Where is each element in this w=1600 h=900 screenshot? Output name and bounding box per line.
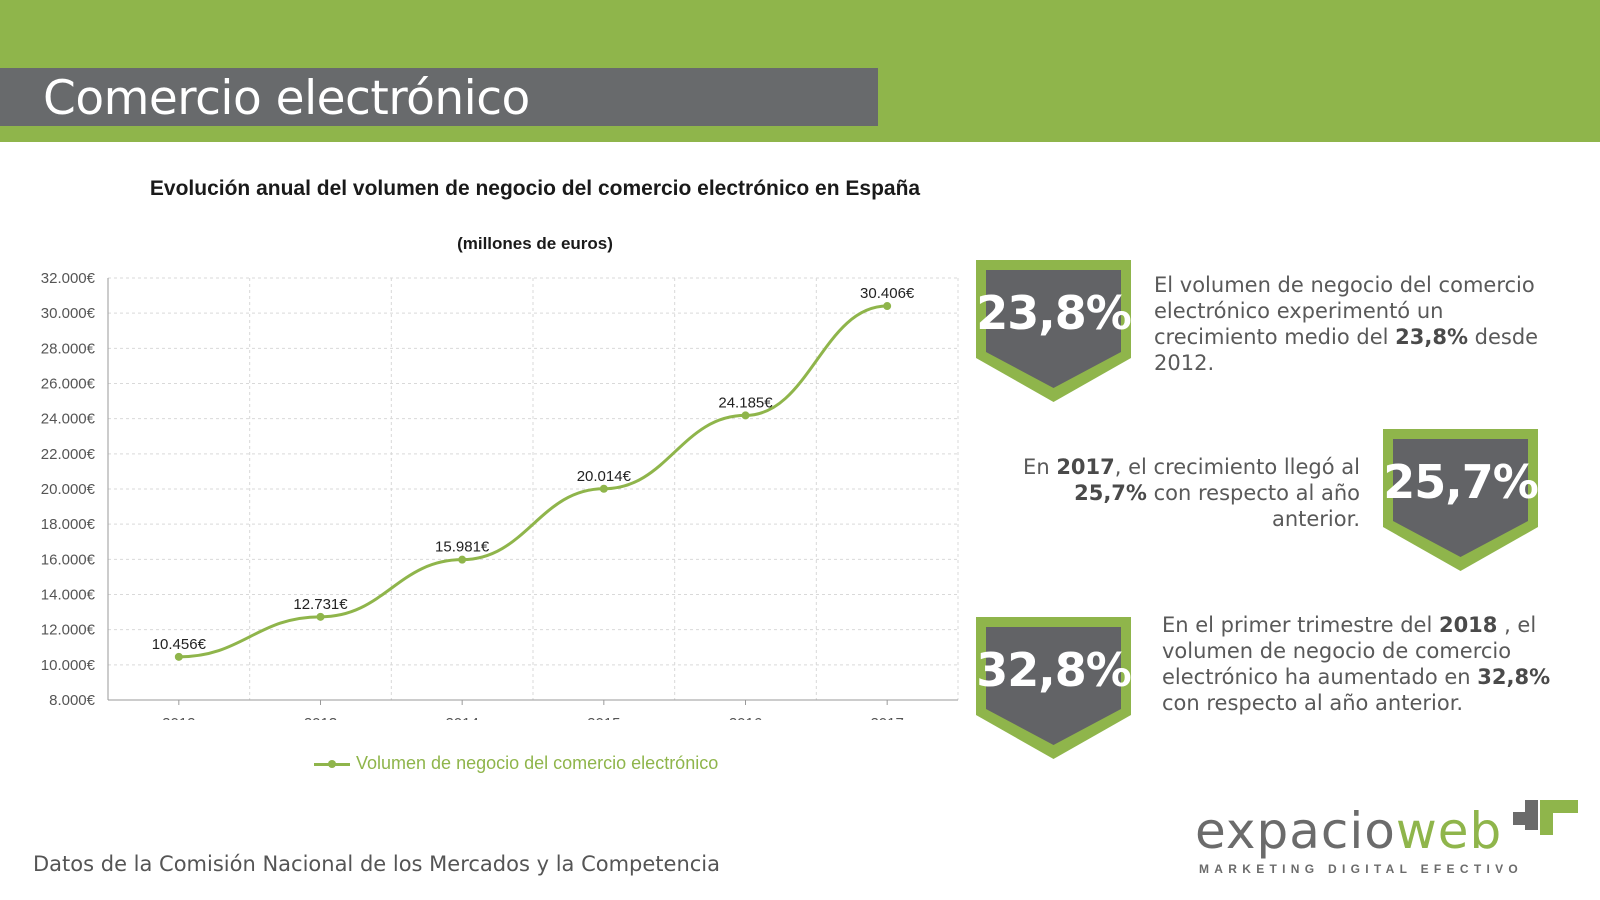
y-tick-label: 16.000€ <box>41 551 96 568</box>
data-label: 15.981€ <box>435 539 490 556</box>
page-title: Comercio electrónico <box>43 71 530 126</box>
y-tick-label: 18.000€ <box>41 516 96 533</box>
source-note: Datos de la Comisión Nacional de los Mer… <box>33 852 721 876</box>
shield-badge-icon <box>1383 429 1538 571</box>
data-label: 30.406€ <box>860 285 915 302</box>
legend-line-icon <box>314 758 350 770</box>
y-tick-label: 28.000€ <box>41 340 96 357</box>
stat-badge-3: 32,8% <box>976 617 1132 759</box>
stat-badge-1: 23,8% <box>976 260 1132 402</box>
chart-subtitle: (millones de euros) <box>457 234 613 253</box>
data-label: 10.456€ <box>152 636 207 653</box>
y-tick-label: 8.000€ <box>49 692 96 709</box>
y-tick-label: 22.000€ <box>41 446 96 463</box>
y-tick-label: 10.000€ <box>41 657 96 674</box>
stat-text-1: El volumen de negocio del comercio elect… <box>1154 273 1539 375</box>
y-tick-label: 20.000€ <box>41 481 96 498</box>
data-point <box>316 612 325 621</box>
stat-badge-2: 25,7% <box>1383 429 1539 571</box>
x-tick-label: 2013 <box>304 715 337 720</box>
y-tick-label: 14.000€ <box>41 587 96 604</box>
y-tick-label: 30.000€ <box>41 305 96 322</box>
data-label: 20.014€ <box>577 468 632 485</box>
company-logo[interactable]: expacioweb MARKETING DIGITAL EFECTIVO <box>1195 800 1585 880</box>
stat-text-3: En el primer trimestre del 2018 , el vol… <box>1162 613 1551 715</box>
x-tick-label: 2015 <box>587 715 620 720</box>
chart-title: Evolución anual del volumen de negocio d… <box>149 177 921 200</box>
y-tick-label: 26.000€ <box>41 376 96 393</box>
data-point <box>174 652 183 661</box>
x-tick-label: 2012 <box>162 715 195 720</box>
y-tick-label: 12.000€ <box>41 622 96 639</box>
x-tick-label: 2017 <box>870 715 903 720</box>
logo-mark-icon <box>1513 800 1578 835</box>
data-point <box>458 555 467 564</box>
stat-text-2: En 2017, el crecimiento llegó al 25,7% c… <box>1023 455 1360 531</box>
title-bar: Comercio electrónico <box>0 68 878 126</box>
legend-label: Volumen de negocio del comercio electrón… <box>356 753 719 773</box>
shield-badge-icon <box>976 260 1131 402</box>
data-label: 12.731€ <box>293 596 348 613</box>
shield-badge-icon <box>976 617 1131 759</box>
stat-value-3: 32,8% <box>976 643 1132 697</box>
x-tick-label: 2014 <box>445 715 478 720</box>
data-point <box>883 302 892 311</box>
y-tick-label: 32.000€ <box>41 270 96 287</box>
series-line <box>178 304 888 659</box>
y-tick-label: 24.000€ <box>41 411 96 428</box>
logo-tagline: MARKETING DIGITAL EFECTIVO <box>1199 862 1524 876</box>
x-tick-label: 2016 <box>729 715 762 720</box>
data-label: 24.185€ <box>718 394 773 411</box>
stat-value-1: 23,8% <box>976 286 1132 340</box>
chart-legend[interactable]: Volumen de negocio del comercio electrón… <box>314 753 718 774</box>
line-chart: 8.000€ 10.000€ 12.000€ 14.000€ 16.000€ 18.000… <box>41 270 959 720</box>
data-point <box>599 484 608 493</box>
data-point <box>741 411 750 420</box>
stat-value-2: 25,7% <box>1383 455 1539 509</box>
